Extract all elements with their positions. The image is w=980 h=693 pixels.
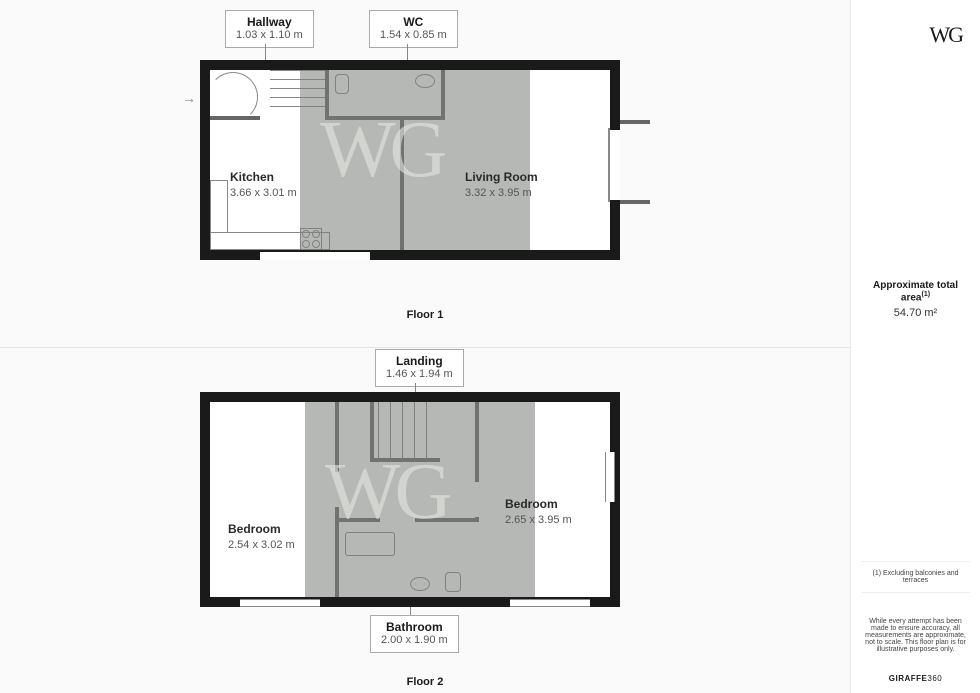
info-sidebar: WG Approximate total area(1) 54.70 m² (1… (850, 0, 980, 693)
credit: GIRAFFE360 (861, 674, 970, 683)
door-leaf-icon (620, 200, 650, 204)
label-bedroom-2: Bedroom 2.65 x 3.95 m (505, 497, 572, 527)
door-leaf-icon (620, 120, 650, 124)
floor-2-title: Floor 2 (407, 676, 444, 688)
floor-1-section: Hallway 1.03 x 1.10 m WC 1.54 x 0.85 m (0, 0, 850, 346)
callout-landing-dim: 1.46 x 1.94 m (386, 368, 453, 381)
brand-logo: WG (929, 22, 962, 48)
floor-1-title: Floor 1 (407, 309, 444, 321)
callout-bathroom-name: Bathroom (381, 620, 448, 634)
label-kitchen: Kitchen 3.66 x 3.01 m (230, 170, 297, 200)
floor-2-section: Landing 1.46 x 1.94 m Bathroom 2.00 x 1.… (0, 347, 850, 693)
leader-hallway (265, 44, 266, 60)
callout-landing-name: Landing (386, 354, 453, 368)
callout-wc: WC 1.54 x 0.85 m (369, 10, 458, 48)
footnote-1: (1) Excluding balconies and terraces (861, 561, 970, 593)
area-value: 54.70 m² (861, 307, 970, 319)
callout-bathroom: Bathroom 2.00 x 1.90 m (370, 615, 459, 653)
floor-1-plan: → WG Kitchen 3.66 x 3.01 m Living Room (200, 60, 620, 260)
area-label: Approximate total area(1) (861, 280, 970, 303)
label-bedroom-1: Bedroom 2.54 x 3.02 m (228, 522, 295, 552)
label-living: Living Room 3.32 x 3.95 m (465, 170, 538, 200)
floorplan-canvas: Hallway 1.03 x 1.10 m WC 1.54 x 0.85 m (0, 0, 850, 693)
callout-landing: Landing 1.46 x 1.94 m (375, 349, 464, 387)
floor-2-plan: WG Bedroom 2.54 x 3.02 m Bedroom 2.65 x … (200, 392, 620, 607)
watermark-overlay (305, 402, 535, 597)
callout-wc-name: WC (380, 15, 447, 29)
callout-bathroom-dim: 2.00 x 1.90 m (381, 634, 448, 647)
watermark-overlay (300, 70, 530, 250)
door-arc-icon (208, 72, 258, 122)
door-icon (608, 128, 610, 202)
callout-hallway: Hallway 1.03 x 1.10 m (225, 10, 314, 48)
callout-hallway-name: Hallway (236, 15, 303, 29)
entry-arrow-icon: → (182, 90, 196, 106)
leader-wc (407, 44, 408, 60)
area-block: Approximate total area(1) 54.70 m² (861, 280, 970, 319)
footnote-2: While every attempt has been made to ens… (861, 618, 970, 653)
callout-wc-dim: 1.54 x 0.85 m (380, 29, 447, 42)
callout-hallway-dim: 1.03 x 1.10 m (236, 29, 303, 42)
